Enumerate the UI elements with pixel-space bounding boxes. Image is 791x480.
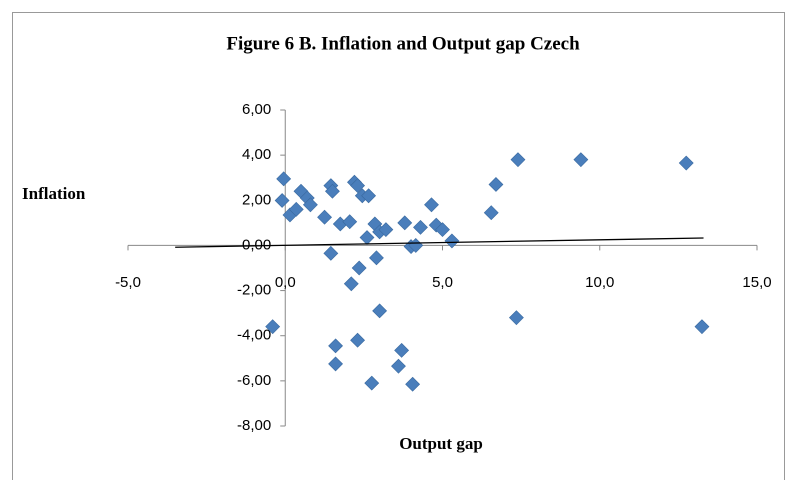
point [350, 178, 366, 194]
point [444, 233, 460, 249]
y-tick-label: 6,00 [242, 101, 271, 118]
point [350, 332, 366, 348]
x-tick-label: 15,0 [742, 274, 771, 291]
point [328, 356, 343, 372]
point [317, 209, 332, 225]
point [483, 205, 499, 221]
point [342, 214, 358, 230]
point [359, 230, 375, 245]
point [397, 215, 413, 231]
point [265, 319, 281, 335]
point [378, 222, 394, 238]
y-tick-label: 4,00 [242, 146, 271, 163]
x-tick-label: 10,0 [585, 274, 614, 291]
chart-frame [12, 12, 785, 480]
point [424, 197, 439, 213]
y-tick-label: -6,00 [237, 372, 271, 389]
point [694, 319, 710, 335]
point [343, 276, 359, 292]
point [508, 310, 524, 326]
point [678, 155, 694, 171]
y-tick-label: -4,00 [237, 327, 271, 344]
point [364, 375, 380, 391]
x-tick-label: -5,0 [115, 274, 141, 291]
point [276, 171, 292, 187]
point [325, 183, 340, 199]
y-tick-label: -2,00 [237, 282, 271, 299]
point [328, 338, 343, 354]
x-axis-label: Output gap [399, 434, 483, 453]
point [369, 250, 384, 266]
chart-title: Figure 6 B. Inflation and Output gap Cze… [226, 33, 580, 54]
point [573, 152, 589, 168]
point [413, 219, 428, 235]
point [394, 342, 410, 358]
trendline [175, 237, 704, 248]
point [288, 201, 304, 217]
point [302, 197, 318, 213]
x-tick-label: 0,0 [275, 274, 296, 291]
point [323, 245, 339, 261]
y-tick-label: 2,00 [242, 191, 271, 208]
point [274, 193, 290, 208]
y-tick-label: -8,00 [237, 417, 271, 434]
point [351, 260, 367, 276]
point [361, 188, 377, 204]
point [372, 303, 388, 319]
point [488, 177, 504, 192]
y-axis-label: Inflation [22, 184, 86, 203]
y-tick-label: 0,00 [242, 236, 271, 253]
point [391, 358, 406, 374]
x-tick-label: 5,0 [432, 274, 453, 291]
point [435, 222, 450, 238]
point [405, 376, 421, 392]
point [510, 152, 526, 168]
